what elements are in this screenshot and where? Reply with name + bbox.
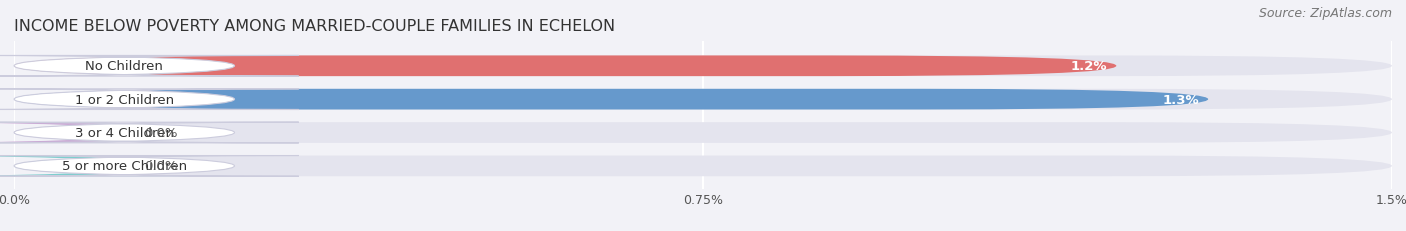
FancyBboxPatch shape (14, 89, 1208, 110)
FancyBboxPatch shape (0, 123, 299, 143)
FancyBboxPatch shape (14, 89, 1392, 110)
Text: INCOME BELOW POVERTY AMONG MARRIED-COUPLE FAMILIES IN ECHELON: INCOME BELOW POVERTY AMONG MARRIED-COUPL… (14, 18, 616, 33)
Text: 0.0%: 0.0% (145, 160, 179, 173)
FancyBboxPatch shape (14, 56, 1392, 77)
Text: 1 or 2 Children: 1 or 2 Children (75, 93, 174, 106)
Text: 1.3%: 1.3% (1163, 93, 1199, 106)
FancyBboxPatch shape (14, 156, 1392, 176)
FancyBboxPatch shape (0, 156, 299, 176)
FancyBboxPatch shape (14, 56, 1116, 77)
FancyBboxPatch shape (0, 89, 299, 110)
Text: Source: ZipAtlas.com: Source: ZipAtlas.com (1258, 7, 1392, 20)
FancyBboxPatch shape (14, 123, 1392, 143)
Text: 3 or 4 Children: 3 or 4 Children (75, 126, 174, 140)
Text: 0.0%: 0.0% (145, 126, 179, 140)
FancyBboxPatch shape (0, 123, 299, 143)
Text: No Children: No Children (86, 60, 163, 73)
FancyBboxPatch shape (0, 156, 299, 176)
Text: 1.2%: 1.2% (1071, 60, 1107, 73)
FancyBboxPatch shape (0, 56, 299, 77)
Text: 5 or more Children: 5 or more Children (62, 160, 187, 173)
